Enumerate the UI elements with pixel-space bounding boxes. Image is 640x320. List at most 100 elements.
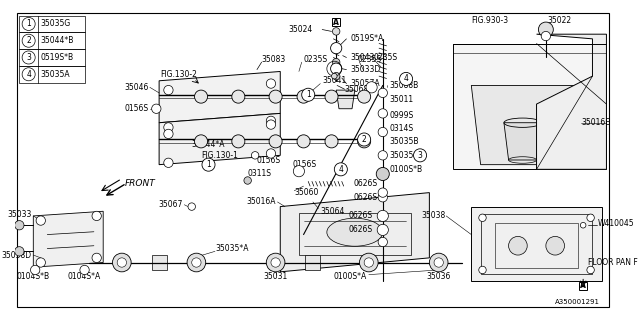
Circle shape [332,28,340,35]
Text: 35067: 35067 [158,200,182,209]
Circle shape [269,135,282,148]
Bar [19,49,84,66]
Text: 35038: 35038 [421,212,445,220]
Circle shape [332,59,340,66]
Circle shape [266,79,276,88]
Polygon shape [471,85,593,165]
Text: A: A [580,281,586,290]
Circle shape [378,151,387,160]
Circle shape [376,167,389,180]
Circle shape [358,133,371,146]
Circle shape [580,222,586,228]
Circle shape [80,265,89,275]
Circle shape [378,88,387,98]
Text: FRONT: FRONT [125,179,156,188]
Circle shape [188,203,195,210]
Circle shape [587,214,595,221]
Text: 1: 1 [206,160,211,169]
Circle shape [297,90,310,103]
Circle shape [15,247,24,256]
Text: 35022: 35022 [548,16,572,25]
Circle shape [378,211,387,220]
Text: 4: 4 [339,165,343,174]
Circle shape [271,258,280,267]
Text: 35033: 35033 [7,210,31,219]
Circle shape [297,135,310,148]
Bar [471,207,602,281]
Bar [19,66,84,83]
Bar [152,255,166,270]
Circle shape [301,88,315,101]
Polygon shape [536,34,607,169]
Text: 0626S: 0626S [348,212,372,220]
Text: 35060: 35060 [294,188,319,197]
Circle shape [92,253,101,262]
Text: 35035*A: 35035*A [215,244,248,253]
Circle shape [269,90,282,103]
Circle shape [293,165,305,177]
Text: FIG.130-1: FIG.130-1 [201,151,238,160]
Circle shape [587,266,595,274]
Circle shape [152,104,161,113]
Circle shape [331,43,342,54]
Circle shape [232,90,245,103]
Circle shape [334,163,348,176]
Circle shape [164,129,173,139]
Text: 35043: 35043 [350,53,374,62]
Circle shape [434,258,444,267]
Text: 35038D: 35038D [1,251,31,260]
Text: 35016A: 35016A [246,197,276,206]
Polygon shape [452,44,607,169]
Circle shape [378,193,387,202]
Text: 35011: 35011 [389,95,413,104]
Circle shape [377,210,388,221]
Circle shape [378,109,387,118]
Bar [305,255,321,270]
Text: 35083: 35083 [262,55,286,64]
Text: 0235S: 0235S [303,55,328,64]
Circle shape [266,120,276,129]
Circle shape [366,82,377,93]
Text: A: A [333,18,339,27]
Text: 3: 3 [26,53,31,62]
Text: 0519S*A: 0519S*A [350,34,383,43]
Text: 0235S: 0235S [374,53,397,62]
Text: 35035*B: 35035*B [389,151,422,160]
Polygon shape [280,193,429,272]
Polygon shape [33,211,103,267]
Circle shape [332,72,340,80]
Circle shape [15,220,24,230]
Circle shape [509,236,527,255]
Text: 35068: 35068 [344,85,369,94]
Text: 35088B: 35088B [389,81,419,90]
Text: 35064: 35064 [321,207,345,216]
Text: 35035A: 35035A [41,70,70,79]
Text: 35044*A: 35044*A [192,140,225,149]
Text: 35044*B: 35044*B [41,36,74,45]
Circle shape [399,72,413,85]
Ellipse shape [327,218,383,246]
Circle shape [187,253,205,272]
Bar [19,32,84,49]
Circle shape [92,211,101,220]
Text: 35057A: 35057A [350,79,380,88]
Bar [299,213,411,255]
Text: 0999S: 0999S [389,111,413,120]
Text: 0519S*B: 0519S*B [41,53,74,62]
Circle shape [429,253,448,272]
Text: W410045: W410045 [598,219,635,228]
Text: 1: 1 [26,20,31,28]
Circle shape [377,224,388,236]
Circle shape [332,73,337,79]
Text: 35046: 35046 [125,83,149,92]
Text: 35024: 35024 [289,25,313,34]
Circle shape [266,253,285,272]
Text: 35041: 35041 [322,76,346,85]
Text: 0626S: 0626S [354,193,378,202]
Circle shape [479,214,486,221]
Text: 35033D: 35033D [350,65,380,74]
Circle shape [325,135,338,148]
Polygon shape [504,123,541,160]
Text: FLOOR PAN F: FLOOR PAN F [588,258,637,267]
Circle shape [232,135,245,148]
